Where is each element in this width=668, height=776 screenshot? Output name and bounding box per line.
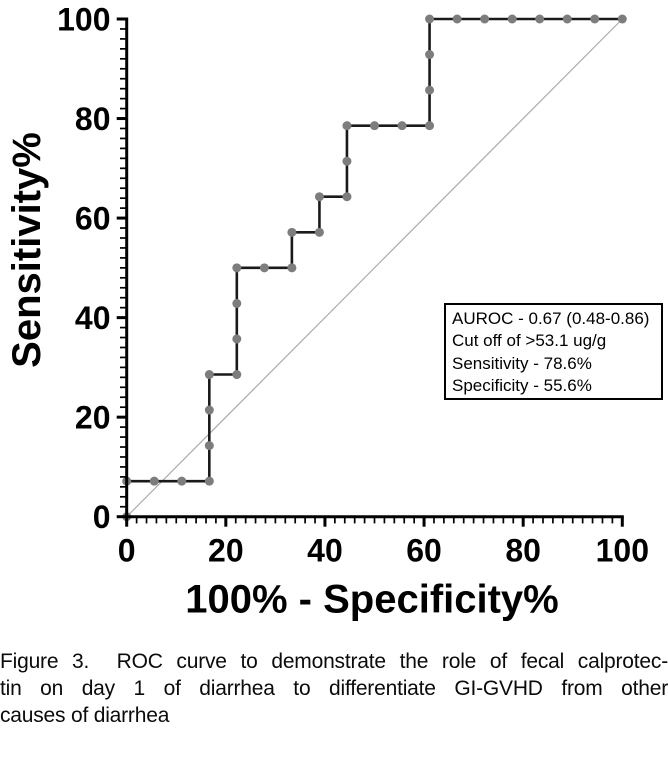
data-point-marker: [425, 85, 435, 95]
data-point-marker: [370, 121, 379, 131]
annotation-cutoff: Cut off of >53.1 ug/g: [452, 331, 607, 351]
annotation-box: AUROC - 0.67 (0.48-0.86) Cut off of >53.…: [444, 303, 663, 400]
annotation-auroc: AUROC - 0.67 (0.48-0.86): [452, 309, 650, 328]
y-tick-label: 40: [75, 300, 111, 336]
y-tick-label: 80: [75, 101, 111, 137]
data-point-marker: [425, 14, 435, 24]
data-point-marker: [425, 121, 435, 131]
data-point-marker: [452, 14, 462, 24]
data-point-marker: [314, 227, 324, 237]
data-point-marker: [204, 405, 214, 415]
x-tick-label: 40: [307, 533, 343, 569]
data-point-marker: [617, 14, 627, 24]
data-point-marker: [259, 263, 269, 273]
y-tick-label: 100: [57, 2, 110, 38]
annotation-sensitivity: Sensitivity - 78.6%: [452, 353, 592, 373]
figure-caption: Figure 3. ROC curve to demonstrate the r…: [0, 649, 668, 729]
data-point-marker: [314, 192, 324, 202]
data-point-marker: [232, 298, 242, 308]
data-point-marker: [287, 227, 297, 237]
x-tick-label: 20: [208, 533, 244, 569]
annotation-specificity: Specificity - 55.6%: [452, 376, 592, 396]
y-axis-title: Sensitivity%: [5, 132, 49, 368]
data-point-marker: [232, 370, 242, 380]
x-tick-label: 60: [406, 533, 442, 569]
data-point-marker: [287, 263, 297, 273]
data-point-marker: [342, 156, 352, 166]
roc-chart: 0 20 40 60 80 100 0 20 40 60 80 100 100% - Specifici…: [5, 2, 663, 622]
x-axis-title: 100% - Specificity%: [185, 578, 559, 622]
y-tick-label: 60: [75, 201, 111, 237]
caption-line-1: Figure 3. ROC curve to demonstrate the r…: [0, 650, 668, 673]
data-point-marker: [232, 263, 242, 273]
caption-line-3: causes of diarrhea: [0, 703, 170, 727]
data-point-marker: [397, 121, 407, 131]
x-tick-label: 80: [505, 533, 541, 569]
data-point-marker: [590, 14, 600, 24]
data-point-marker: [204, 476, 214, 486]
y-tick-label: 20: [75, 400, 111, 436]
data-point-marker: [204, 370, 214, 380]
data-point-marker: [232, 334, 242, 344]
caption-line-2: tin on day 1 of diarrhea to differentiat…: [0, 676, 668, 700]
data-point-marker: [177, 476, 187, 486]
diagonal-reference-line: [126, 18, 623, 518]
x-tick-label: 0: [118, 533, 136, 569]
data-point-marker: [480, 14, 490, 24]
data-point-marker: [342, 192, 352, 202]
data-point-marker: [342, 121, 352, 131]
x-tick-label: 100: [596, 533, 649, 569]
data-point-marker: [149, 476, 159, 486]
data-point-marker: [204, 441, 214, 451]
y-tick-label: 0: [93, 499, 111, 535]
data-point-marker: [535, 14, 545, 24]
data-point-marker: [425, 50, 435, 60]
roc-chart-svg: 0 20 40 60 80 100 0 20 40 60 80 100 100% - Specifici…: [5, 2, 649, 622]
data-point-marker: [562, 14, 572, 24]
data-point-marker: [507, 14, 517, 24]
